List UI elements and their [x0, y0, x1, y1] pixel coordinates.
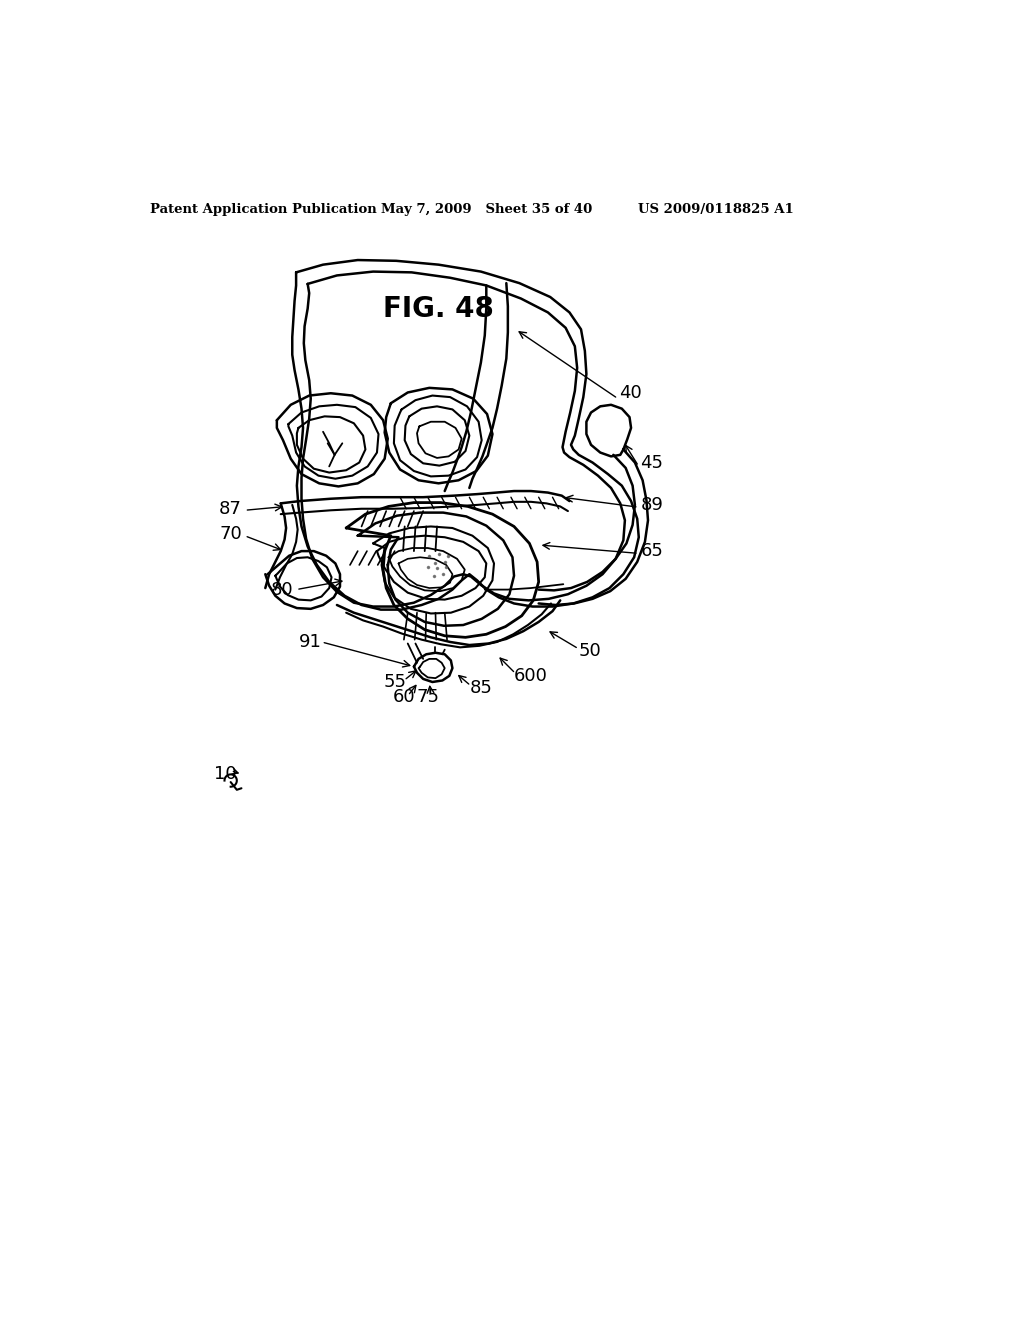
Text: 91: 91: [298, 634, 322, 651]
Text: 80: 80: [270, 581, 293, 598]
Text: US 2009/0118825 A1: US 2009/0118825 A1: [638, 203, 794, 216]
Text: 10: 10: [214, 766, 237, 783]
Text: 40: 40: [620, 384, 642, 403]
Text: 75: 75: [417, 689, 440, 706]
Text: 70: 70: [219, 525, 242, 543]
Text: 50: 50: [579, 643, 601, 660]
Text: 45: 45: [640, 454, 664, 471]
Text: 65: 65: [640, 543, 664, 560]
Text: 55: 55: [383, 673, 407, 690]
Text: 600: 600: [514, 667, 548, 685]
Text: 85: 85: [469, 680, 493, 697]
Text: FIG. 48: FIG. 48: [383, 294, 494, 322]
Text: 87: 87: [219, 500, 242, 517]
Text: May 7, 2009   Sheet 35 of 40: May 7, 2009 Sheet 35 of 40: [381, 203, 592, 216]
Text: 89: 89: [640, 496, 664, 513]
Text: 60: 60: [392, 689, 415, 706]
Text: Patent Application Publication: Patent Application Publication: [151, 203, 377, 216]
